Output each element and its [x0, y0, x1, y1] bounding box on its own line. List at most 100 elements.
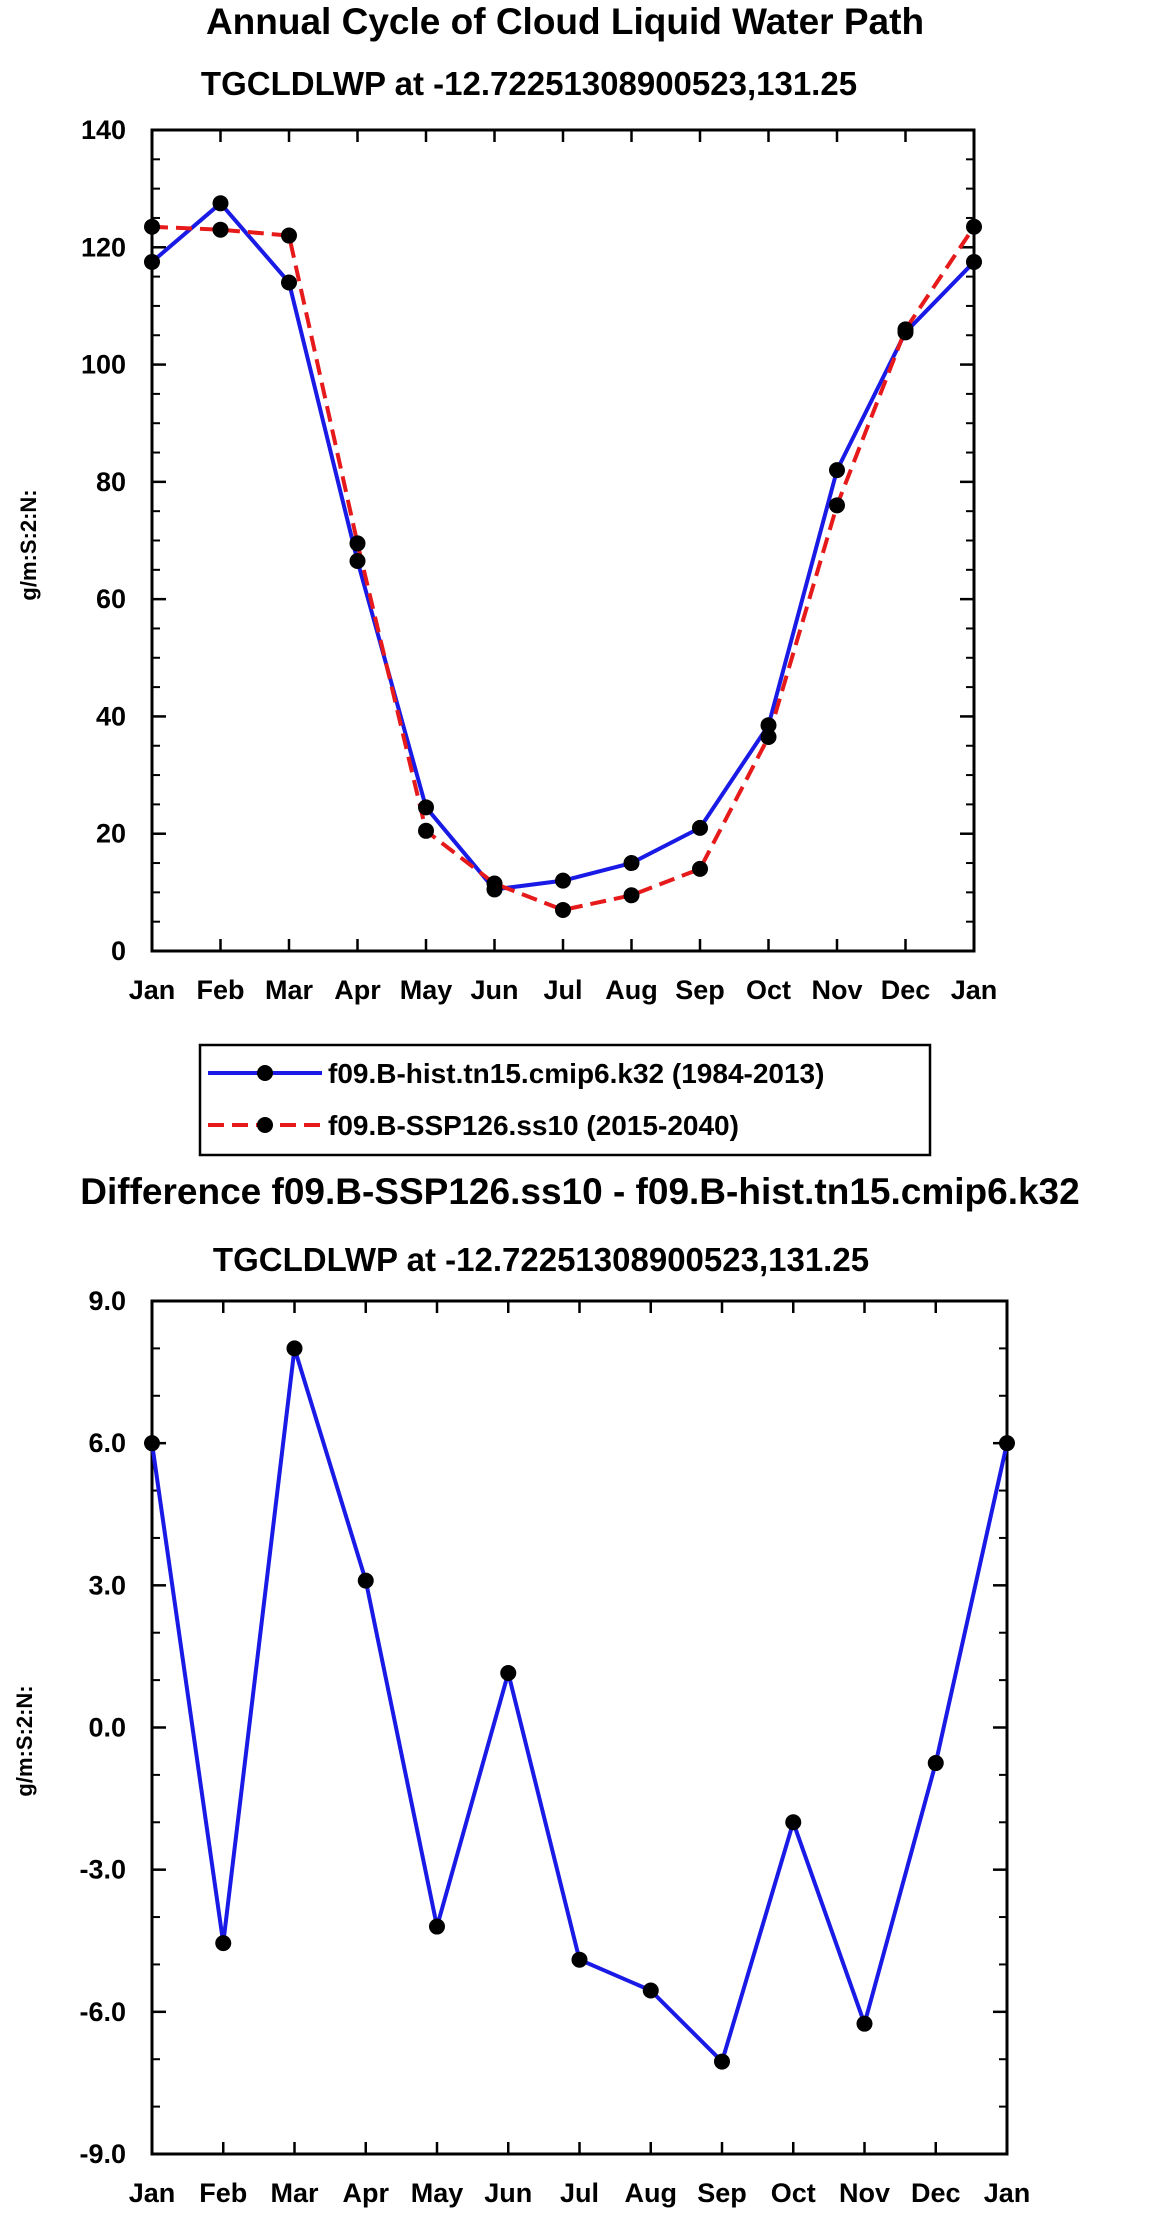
y-tick-label: 100 [81, 350, 126, 380]
x-tick-label: Jan [129, 2178, 176, 2208]
legend: f09.B-hist.tn15.cmip6.k32 (1984-2013) f0… [198, 1043, 932, 1157]
x-tick-label: Jan [129, 975, 176, 1005]
x-tick-label: Feb [199, 2178, 247, 2208]
x-tick-label: Mar [270, 2178, 319, 2208]
data-point-series-1 [144, 1435, 160, 1452]
legend-item-hist: f09.B-hist.tn15.cmip6.k32 (1984-2013) [208, 1058, 824, 1089]
y-tick-label: 0.0 [88, 1713, 126, 1743]
x-tick-label: Mar [265, 975, 314, 1005]
legend-box [198, 1043, 932, 1157]
x-tick-label: Jan [951, 975, 998, 1005]
y-tick-label: 120 [81, 232, 126, 262]
data-point-series-2 [692, 860, 708, 877]
x-tick-label: Apr [334, 975, 381, 1005]
data-point-series-1 [349, 553, 366, 570]
chart-1-axes [150, 128, 976, 953]
x-tick-label: Dec [911, 2178, 961, 2208]
x-tick-label: Sep [675, 975, 725, 1005]
x-tick-label: Oct [771, 2178, 816, 2208]
x-tick-label: May [411, 2178, 464, 2208]
plot-frame [150, 128, 976, 953]
data-point-series-1 [999, 1435, 1015, 1452]
data-point-series-1 [856, 2015, 873, 2032]
data-point-series-1 [966, 253, 982, 270]
data-point-series-2 [281, 227, 297, 244]
x-tick-label: Nov [839, 2178, 890, 2208]
x-tick-label: Sep [697, 2178, 747, 2208]
data-point-series-1 [281, 274, 297, 291]
x-tick-label: Aug [625, 2178, 677, 2208]
data-point-series-1 [418, 799, 434, 816]
chart-2-title: Difference f09.B-SSP126.ss10 - f09.B-his… [80, 1171, 1079, 1212]
y-tick-label: -6.0 [79, 1997, 126, 2027]
y-tick-label: -3.0 [79, 1855, 126, 1885]
data-point-series-2 [212, 221, 229, 238]
y-tick-label: 140 [81, 115, 126, 145]
legend-marker-hist [257, 1065, 273, 1081]
chart-2-series [144, 1340, 1015, 2070]
data-point-series-1 [829, 462, 845, 479]
x-tick-label: Jan [984, 2178, 1031, 2208]
x-tick-label: Jul [543, 975, 582, 1005]
y-tick-label: -9.0 [79, 2139, 126, 2169]
y-tick-label: 9.0 [88, 1286, 126, 1316]
y-tick-label: 40 [96, 701, 126, 731]
data-point-series-1 [571, 1951, 588, 1968]
data-point-series-1 [692, 819, 708, 836]
x-tick-label: Jun [470, 975, 518, 1005]
data-point-series-1 [144, 253, 160, 270]
data-point-series-1 [760, 717, 777, 734]
x-tick-label: Jun [484, 2178, 532, 2208]
plot-frame [150, 1299, 1009, 2156]
data-point-series-1 [714, 2053, 730, 2070]
data-point-series-2 [418, 822, 434, 839]
series-line-1 [150, 201, 976, 892]
legend-label-hist: f09.B-hist.tn15.cmip6.k32 (1984-2013) [328, 1058, 824, 1089]
chart-2-tick-labels: Jan Feb Mar Apr May Jun Jul Aug Sep Oct Nov Dec Jan-… [79, 1286, 1030, 2208]
data-point-series-1 [212, 195, 229, 212]
data-point-series-2 [623, 887, 640, 904]
y-tick-label: 3.0 [88, 1570, 126, 1600]
legend-marker-ssp [257, 1117, 273, 1133]
chart-1-series [144, 195, 982, 918]
chart-1-subtitle: TGCLDLWP at -12.72251308900523,131.25 [201, 65, 857, 102]
data-point-series-1 [286, 1340, 303, 1357]
data-point-series-2 [760, 728, 777, 745]
chart-1-y-axis-label: g/m:S:2:N: [16, 489, 41, 600]
data-point-series-1 [357, 1572, 374, 1589]
data-point-series-1 [642, 1982, 659, 1999]
x-tick-label: Jul [560, 2178, 599, 2208]
y-tick-label: 20 [96, 819, 126, 849]
legend-label-ssp: f09.B-SSP126.ss10 (2015-2040) [328, 1110, 739, 1141]
data-point-series-2 [486, 875, 503, 892]
data-point-series-1 [555, 872, 571, 889]
x-tick-label: Oct [746, 975, 791, 1005]
x-tick-label: Nov [811, 975, 862, 1005]
y-tick-label: 60 [96, 584, 126, 614]
chart-2-y-axis-label: g/m:S:2:N: [12, 1685, 37, 1796]
y-tick-label: 80 [96, 467, 126, 497]
x-tick-label: Apr [343, 2178, 390, 2208]
data-point-series-1 [623, 855, 640, 872]
data-point-series-2 [144, 218, 160, 235]
data-point-series-2 [829, 497, 845, 514]
chart-2-axes [150, 1299, 1009, 2156]
data-point-series-2 [349, 535, 366, 552]
data-point-series-1 [785, 1814, 802, 1831]
y-tick-label: 6.0 [88, 1428, 126, 1458]
data-point-series-1 [429, 1918, 445, 1935]
x-tick-label: Aug [605, 975, 657, 1005]
difference-chart: Difference f09.B-SSP126.ss10 - f09.B-his… [12, 1171, 1080, 2208]
data-point-series-2 [555, 901, 571, 918]
chart-1-title: Annual Cycle of Cloud Liquid Water Path [206, 1, 924, 42]
data-point-series-1 [927, 1755, 944, 1772]
x-tick-label: May [400, 975, 453, 1005]
x-tick-label: Dec [881, 975, 931, 1005]
series-line-2 [151, 224, 976, 912]
data-point-series-1 [215, 1935, 232, 1952]
data-point-series-1 [500, 1665, 517, 1682]
legend-item-ssp: f09.B-SSP126.ss10 (2015-2040) [208, 1110, 739, 1141]
x-tick-label: Feb [196, 975, 244, 1005]
data-point-series-2 [966, 218, 982, 235]
